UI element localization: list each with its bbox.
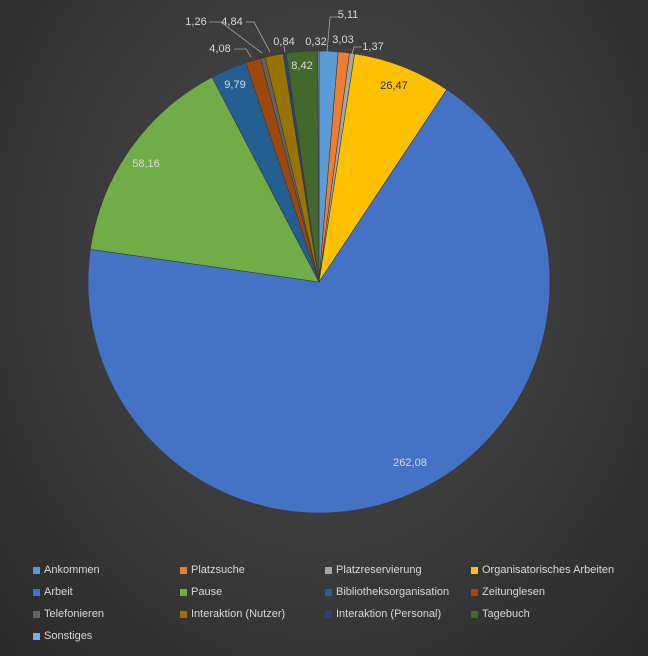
leader-line-telefonieren [209,21,263,54]
legend-item-zeitunglesen: Zeitunglesen [471,586,545,598]
legend-swatch-tagebuch [471,610,478,618]
pie-svg: 5,11 3,03 1,37 26,47 262,08 58,16 9,79 4,08 1,26… [87,9,551,514]
legend-label-platzreservierung: Platzreservierung [336,564,422,576]
legend-swatch-interaktion-personal [325,610,332,618]
data-label-interaktion-nutzer: 4,84 [221,16,242,28]
data-label-interaktion-personal: 0,84 [273,36,294,48]
legend-label-sonstiges: Sonstiges [44,630,93,642]
data-label-ankommen: 5,11 [338,9,359,21]
legend-item-platzreservierung: Platzreservierung [325,564,422,576]
leader-line-interaktion-personal [283,45,286,53]
data-label-sonstiges: 0,32 [305,36,326,48]
pie-chart: 5,11 3,03 1,37 26,47 262,08 58,16 9,79 4,08 1,26… [87,9,551,514]
data-label-zeitunglesen: 4,08 [209,43,230,55]
legend-item-interaktion-personal: Interaktion (Personal) [325,608,441,620]
legend-item-arbeit: Arbeit [33,586,73,598]
legend-swatch-arbeit [33,588,40,596]
data-label-telefonieren: 1,26 [185,16,206,28]
legend-item-platzsuche: Platzsuche [180,564,245,576]
leader-line-interaktion-nutzer [246,21,271,53]
legend-item-interaktion-nutzer: Interaktion (Nutzer) [180,608,285,620]
legend-swatch-platzreservierung [325,566,332,574]
pie-slice-arbeit [87,89,551,514]
legend-item-bibliotheksorganisation: Bibliotheksorganisation [325,586,449,598]
legend-label-telefonieren: Telefonieren [44,608,104,620]
legend-item-pause: Pause [180,586,222,598]
legend-label-organisatorisches-arbeiten: Organisatorisches Arbeiten [482,564,615,576]
data-label-platzreservierung: 1,37 [362,41,383,53]
legend-label-tagebuch: Tagebuch [482,608,530,620]
data-label-arbeit: 262,08 [393,457,427,469]
data-label-tagebuch: 8,42 [291,60,312,72]
legend-label-interaktion-personal: Interaktion (Personal) [336,608,442,620]
pie-slice-pause [89,76,320,283]
legend-label-ankommen: Ankommen [44,564,100,576]
legend-swatch-platzsuche [180,566,187,574]
legend-swatch-bibliotheksorganisation [325,588,332,596]
legend-label-interaktion-nutzer: Interaktion (Nutzer) [191,608,286,620]
legend-swatch-zeitunglesen [471,588,478,596]
legend-label-platzsuche: Platzsuche [191,564,245,576]
legend-item-telefonieren: Telefonieren [33,608,104,620]
data-label-bibliotheksorganisation: 9,79 [224,79,245,91]
legend-swatch-ankommen [33,566,40,574]
legend-swatch-telefonieren [33,610,40,618]
data-label-pause: 58,16 [132,158,160,170]
legend-label-pause: Pause [191,586,223,598]
leader-line-ankommen [326,16,340,53]
data-label-organisatorisches-arbeiten: 26,47 [380,80,408,92]
pie-slice-sonstiges [317,50,320,283]
legend-item-organisatorisches-arbeiten: Organisatorisches Arbeiten [471,564,614,576]
legend-item-sonstiges: Sonstiges [33,630,92,642]
legend-label-arbeit: Arbeit [44,586,73,598]
leader-line-platzreservierung [351,46,362,55]
legend-item-tagebuch: Tagebuch [471,608,530,620]
legend-label-bibliotheksorganisation: Bibliotheksorganisation [336,586,450,598]
legend-label-zeitunglesen: Zeitunglesen [482,586,545,598]
leader-line-zeitunglesen [234,48,252,58]
legend-swatch-interaktion-nutzer [180,610,187,618]
data-label-platzsuche: 3,03 [332,34,353,46]
legend-swatch-organisatorisches-arbeiten [471,566,478,574]
legend-item-ankommen: Ankommen [33,564,100,576]
legend-swatch-pause [180,588,187,596]
legend-swatch-sonstiges [33,632,40,640]
